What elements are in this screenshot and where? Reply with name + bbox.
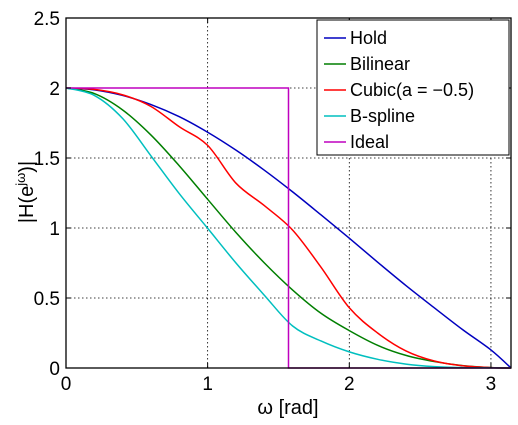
legend-box [316, 19, 510, 156]
axes-frame [65, 17, 512, 369]
legend-label: Cubic(a = −0.5) [350, 80, 474, 100]
ticks [65, 17, 511, 369]
legend-label: B-spline [350, 106, 415, 126]
tick-labels: 0 1 2 3 0 0.5 1 1.5 2 2.5 [34, 9, 497, 395]
y-tick-label: 0 [49, 359, 60, 380]
x-tick-label: 1 [202, 374, 213, 395]
y-axis-label-superscript: jω [13, 173, 28, 187]
legend: Hold Bilinear Cubic(a = −0.5) B-spline Ideal [316, 19, 510, 156]
y-tick-label: 0.5 [34, 289, 60, 310]
legend-label: Hold [350, 28, 387, 48]
y-tick-label: 2.5 [34, 9, 60, 30]
y-tick-label: 2 [49, 79, 60, 100]
x-tick-label: 3 [486, 374, 497, 395]
y-tick-label: 1.5 [34, 149, 60, 170]
legend-label: Bilinear [350, 54, 410, 74]
x-tick-label: 0 [61, 374, 72, 395]
y-axis-label-main: |H(e [16, 186, 38, 223]
series-line-cubic [65, 87, 512, 369]
y-axis-label: |H(ejω)| [13, 161, 38, 223]
x-tick-label: 2 [344, 374, 355, 395]
x-axis-label: ω [rad] [257, 397, 318, 419]
legend-label: Ideal [350, 132, 389, 152]
y-axis-label-end: )| [16, 161, 38, 173]
y-tick-label: 1 [49, 219, 60, 240]
series-line-b-spline [65, 87, 512, 369]
